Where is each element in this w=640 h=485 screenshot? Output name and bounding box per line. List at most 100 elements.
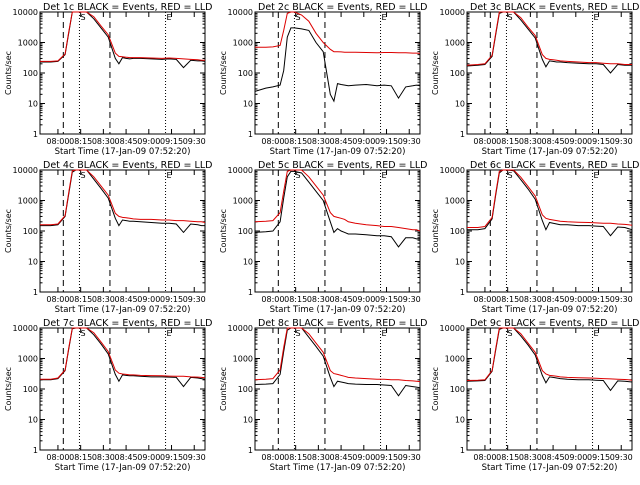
- events-series-line: [40, 11, 206, 69]
- y-tick-label: 1000: [445, 39, 465, 48]
- x-tick-label: 08:45: [115, 137, 138, 146]
- y-tick-label: 10: [28, 100, 38, 109]
- x-tick-label: 08:30: [519, 295, 542, 304]
- lld-series-line: [40, 169, 206, 226]
- chart-panel: Det 9c BLACK = Events, RED = LLD 1 10 100 10…: [431, 318, 639, 473]
- x-tick-label: 09:30: [610, 295, 633, 304]
- chart-title: Det 3c BLACK = Events, RED = LLD: [470, 2, 639, 13]
- y-tick-label: 10: [243, 416, 253, 425]
- time-marker-label: S: [507, 171, 512, 180]
- y-tick-label: 10000: [440, 324, 465, 333]
- x-tick-label: 08:15: [69, 295, 92, 304]
- y-tick-label: 10: [455, 258, 465, 267]
- plot-frame: [39, 169, 206, 293]
- x-tick-label: 09:00: [352, 295, 375, 304]
- y-tick-label: 1: [460, 130, 465, 139]
- events-series-line: [254, 327, 421, 397]
- x-tick-label: 08:00: [46, 137, 69, 146]
- y-axis-label: Counts/sec: [4, 367, 13, 411]
- x-tick-label: 09:30: [183, 137, 206, 146]
- y-tick-label: 100: [238, 385, 253, 394]
- x-tick-label: 09:15: [375, 295, 398, 304]
- events-series-line: [467, 169, 633, 237]
- x-tick-label: 08:00: [473, 295, 496, 304]
- x-tick-label: 09:00: [137, 137, 160, 146]
- x-tick-label: 08:45: [542, 295, 565, 304]
- x-tick-label: 08:45: [330, 295, 353, 304]
- lld-series-line: [255, 11, 421, 54]
- x-tick-label: 08:45: [542, 453, 565, 462]
- y-tick-label: 10000: [440, 166, 465, 175]
- time-marker-label: E: [382, 171, 387, 180]
- chart-title: Det 8c BLACK = Events, RED = LLD: [258, 318, 427, 329]
- chart-panel: Det 4c BLACK = Events, RED = LLD 1 10 100 10…: [4, 160, 212, 315]
- x-tick-label: 08:30: [307, 295, 330, 304]
- x-tick-label: 08:45: [115, 453, 138, 462]
- y-tick-label: 1: [248, 446, 253, 455]
- x-tick-label: 08:15: [69, 137, 92, 146]
- x-tick-label: 09:30: [398, 453, 421, 462]
- x-tick-label: 08:30: [307, 137, 330, 146]
- events-series-line: [254, 170, 420, 248]
- y-tick-label: 100: [450, 385, 465, 394]
- x-tick-label: 09:30: [183, 453, 206, 462]
- plot-frame: [39, 11, 206, 135]
- time-marker-label: E: [382, 13, 387, 22]
- time-marker-label: E: [167, 13, 172, 22]
- x-tick-label: 09:15: [375, 137, 398, 146]
- y-tick-label: 10000: [228, 324, 253, 333]
- y-tick-label: 100: [23, 385, 38, 394]
- x-tick-label: 09:15: [160, 295, 183, 304]
- time-marker-label: S: [507, 329, 512, 338]
- y-tick-label: 10: [243, 100, 253, 109]
- chart-panel: Det 6c BLACK = Events, RED = LLD 1 10 100 10…: [431, 160, 639, 315]
- x-tick-label: 09:15: [160, 453, 183, 462]
- x-tick-label: 08:15: [496, 295, 519, 304]
- y-tick-label: 100: [238, 69, 253, 78]
- time-marker-label: E: [167, 171, 172, 180]
- x-axis-label: Start Time (17-Jan-09 07:52:20): [270, 147, 406, 157]
- time-marker-label: E: [594, 329, 599, 338]
- events-series-line: [40, 327, 206, 388]
- lld-series-line: [40, 11, 205, 62]
- y-tick-label: 100: [23, 227, 38, 236]
- x-tick-label: 08:30: [92, 137, 115, 146]
- x-tick-label: 08:00: [473, 453, 496, 462]
- x-tick-label: 08:00: [46, 453, 69, 462]
- y-tick-label: 10: [455, 100, 465, 109]
- x-axis-label: Start Time (17-Jan-09 07:52:20): [55, 147, 191, 157]
- y-tick-label: 10: [28, 258, 38, 267]
- lld-series-line: [254, 327, 421, 383]
- x-tick-label: 08:30: [92, 295, 115, 304]
- lld-series-line: [466, 11, 632, 66]
- chart-title: Det 9c BLACK = Events, RED = LLD: [470, 318, 639, 329]
- x-axis-label: Start Time (17-Jan-09 07:52:20): [482, 305, 618, 315]
- y-tick-label: 1: [248, 130, 253, 139]
- x-axis-label: Start Time (17-Jan-09 07:52:20): [482, 463, 618, 473]
- y-tick-label: 10000: [13, 324, 38, 333]
- y-tick-label: 10000: [228, 8, 253, 17]
- y-tick-label: 1: [33, 446, 38, 455]
- x-tick-label: 09:15: [375, 453, 398, 462]
- x-tick-label: 09:00: [352, 453, 375, 462]
- time-marker-label: E: [382, 329, 387, 338]
- y-tick-label: 1000: [18, 355, 38, 364]
- y-tick-label: 100: [238, 227, 253, 236]
- x-tick-label: 09:15: [587, 295, 610, 304]
- lld-series-line: [466, 327, 633, 381]
- x-tick-label: 09:00: [564, 453, 587, 462]
- x-tick-label: 08:00: [261, 295, 284, 304]
- lld-series-line: [467, 169, 633, 228]
- y-tick-label: 1: [460, 446, 465, 455]
- chart-panel: Det 1c BLACK = Events, RED = LLD 1 10 100 10…: [4, 2, 212, 157]
- time-marker-label: E: [594, 13, 599, 22]
- events-series-line: [466, 327, 633, 392]
- x-axis-label: Start Time (17-Jan-09 07:52:20): [482, 147, 618, 157]
- plot-frame: [466, 327, 633, 451]
- time-marker-label: E: [167, 329, 172, 338]
- y-tick-label: 1000: [233, 355, 253, 364]
- y-axis-label: Counts/sec: [431, 209, 440, 253]
- y-axis-label: Counts/sec: [219, 367, 228, 411]
